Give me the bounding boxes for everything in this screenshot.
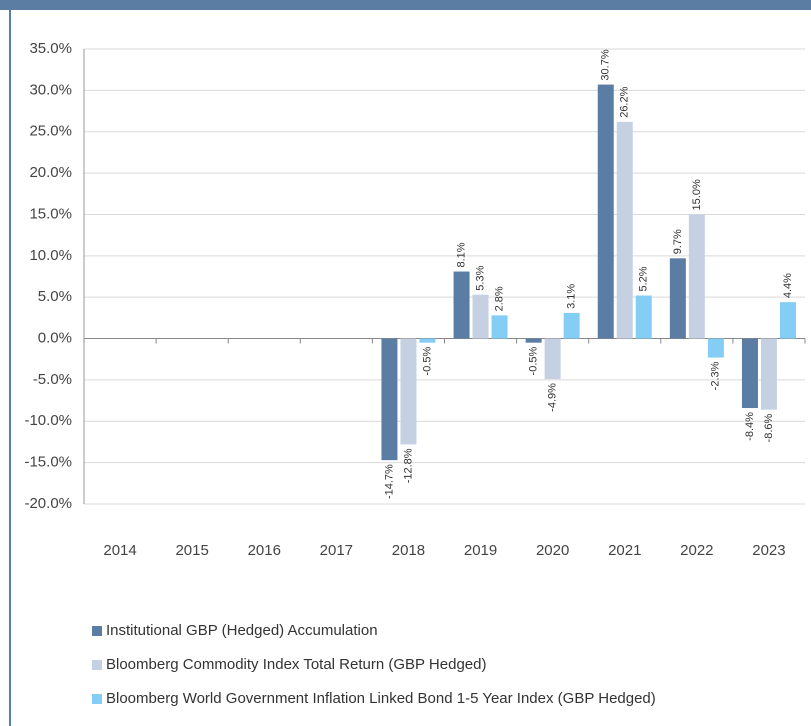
value-label: 5.2%	[638, 266, 650, 291]
value-label: -8.6%	[763, 413, 775, 442]
y-tick-label: -20.0%	[24, 495, 72, 512]
left-border	[9, 10, 11, 726]
value-label: -12.8%	[402, 448, 414, 483]
x-tick-label: 2016	[248, 542, 281, 559]
top-border	[0, 0, 811, 10]
value-label: 2.8%	[493, 286, 505, 311]
legend-label: Bloomberg Commodity Index Total Return (…	[106, 656, 486, 673]
y-tick-label: 5.0%	[38, 288, 72, 305]
y-tick-label: 20.0%	[29, 164, 72, 181]
legend-swatch	[92, 660, 102, 670]
bar	[688, 214, 705, 339]
x-tick-label: 2022	[680, 542, 713, 559]
legend-label: Institutional GBP (Hedged) Accumulation	[106, 622, 378, 639]
y-tick-label: -15.0%	[24, 454, 72, 471]
y-tick-label: -10.0%	[24, 412, 72, 429]
value-label: 15.0%	[691, 179, 703, 210]
value-label: 8.1%	[455, 242, 467, 267]
legend-label: Bloomberg World Government Inflation Lin…	[106, 690, 656, 707]
bar	[760, 338, 777, 410]
value-label: 5.3%	[474, 265, 486, 290]
bar	[491, 315, 508, 339]
bar	[741, 338, 758, 409]
y-tick-label: 25.0%	[29, 123, 72, 140]
y-tick-label: 35.0%	[29, 40, 72, 57]
value-label: 26.2%	[619, 86, 631, 117]
bar	[616, 121, 633, 339]
bar	[544, 338, 561, 380]
y-tick-label: 30.0%	[29, 81, 72, 98]
x-tick-label: 2017	[320, 542, 353, 559]
legend-swatch	[92, 626, 102, 636]
bar	[400, 338, 417, 445]
legend-swatch	[92, 694, 102, 704]
bar	[525, 338, 542, 343]
x-tick-label: 2018	[392, 542, 425, 559]
bar	[563, 312, 580, 339]
value-label: -4.9%	[547, 383, 559, 412]
bar	[381, 338, 398, 461]
value-label: 30.7%	[600, 49, 612, 80]
value-label: -8.4%	[744, 412, 756, 441]
bar	[779, 302, 796, 339]
bar	[669, 258, 686, 339]
value-label: -14.7%	[383, 464, 395, 499]
value-label: 9.7%	[672, 229, 684, 254]
value-label: 3.1%	[566, 284, 578, 309]
bar	[472, 294, 489, 339]
bar	[419, 338, 436, 343]
y-tick-label: 15.0%	[29, 205, 72, 222]
value-label: -0.5%	[421, 346, 433, 375]
y-tick-label: -5.0%	[33, 371, 72, 388]
bar	[707, 338, 724, 358]
y-tick-label: 10.0%	[29, 247, 72, 264]
value-label: 4.4%	[782, 273, 794, 298]
bar	[635, 295, 652, 339]
bar	[597, 84, 614, 339]
x-tick-label: 2021	[608, 542, 641, 559]
value-label: -2.3%	[710, 361, 722, 390]
x-tick-label: 2023	[752, 542, 785, 559]
x-tick-label: 2015	[175, 542, 208, 559]
bar	[453, 271, 470, 339]
x-tick-label: 2019	[464, 542, 497, 559]
x-tick-label: 2014	[103, 542, 136, 559]
x-tick-label: 2020	[536, 542, 569, 559]
value-label: -0.5%	[528, 346, 540, 375]
y-tick-label: 0.0%	[38, 330, 72, 347]
